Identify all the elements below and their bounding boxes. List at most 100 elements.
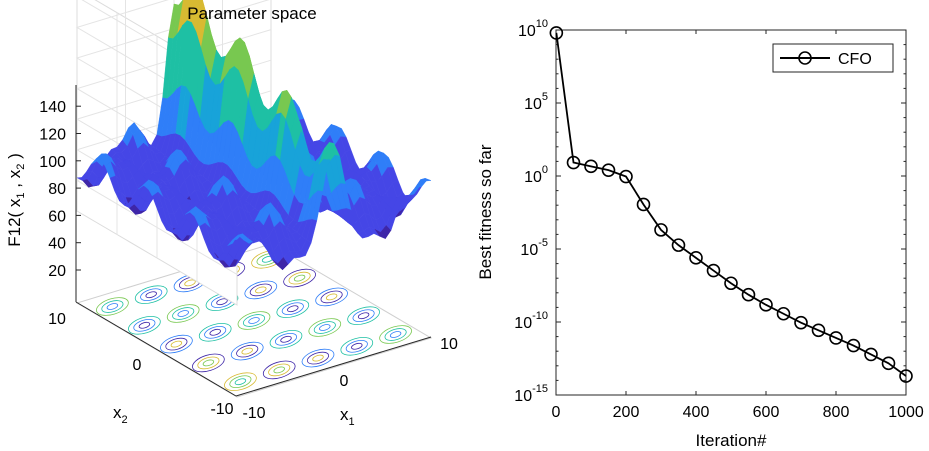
contour-ring <box>145 291 157 299</box>
contour-ring <box>352 309 375 323</box>
y-tick-label: 10-15 <box>514 383 548 405</box>
contour-ring <box>357 312 370 320</box>
contour-ring <box>133 318 156 332</box>
contour-ring <box>184 279 196 287</box>
y-axis-label: Best fitness so far <box>476 144 495 279</box>
contour-ring <box>276 299 310 318</box>
x1-tick-label: 10 <box>440 336 458 353</box>
contour-ring <box>273 366 285 374</box>
contour-ring <box>248 317 260 324</box>
x2-axis-line <box>75 301 237 397</box>
contour-ring <box>172 307 195 320</box>
contour-ring <box>287 305 299 313</box>
x1-tick-label: 0 <box>340 373 349 390</box>
contour-ring <box>134 285 168 304</box>
data-point <box>706 263 721 278</box>
contour-ring <box>224 372 257 391</box>
contour-ring <box>293 274 306 282</box>
data-point <box>794 315 808 330</box>
surface-facet <box>182 0 191 26</box>
contour-ring <box>237 311 271 330</box>
z-axis-label: F12( x1 , x2 ) <box>5 153 27 247</box>
x2-axis-label: x2 <box>113 403 128 426</box>
z-axis-label-sub-1: 1 <box>15 192 27 198</box>
z-axis-label-part-a: F12( x <box>5 198 24 247</box>
z-tick-label: 20 <box>48 263 66 280</box>
surface-plot: 20 40 60 80 100 120 140 -10 0 10 -10 0 10 Parameter … <box>5 0 458 428</box>
contour-ring <box>280 335 292 343</box>
contour-ring <box>308 318 342 337</box>
data-point <box>654 223 668 237</box>
contour-ring <box>160 334 193 354</box>
data-point <box>689 251 703 265</box>
x1-tick-label: -10 <box>242 405 265 422</box>
contour-ring <box>140 288 163 302</box>
contour-ring <box>345 339 368 353</box>
data-point <box>724 276 738 291</box>
contour-ring <box>166 304 200 323</box>
contour-lines <box>75 243 433 398</box>
data-point <box>899 369 913 383</box>
contour-ring <box>320 290 343 304</box>
legend-marker <box>798 51 812 65</box>
contour-ring <box>216 298 228 306</box>
data-point <box>601 163 616 177</box>
contour-ring <box>288 271 311 285</box>
z-axis-label-sub-2: 2 <box>15 164 27 170</box>
x-tick-label: 800 <box>823 404 850 421</box>
data-point <box>584 159 598 174</box>
contour-ring <box>347 306 380 325</box>
y-tick-label: 10-5 <box>520 237 548 259</box>
data-point <box>829 331 843 345</box>
contour-ring <box>283 268 316 288</box>
contour-ring <box>229 375 252 389</box>
surface-facet <box>419 178 432 182</box>
contour-ring <box>351 342 363 350</box>
z-tick-label: 60 <box>48 208 66 225</box>
x-tick-label: 400 <box>683 404 710 421</box>
contour-ring <box>96 297 129 316</box>
data-point <box>759 298 773 312</box>
data-point <box>549 26 564 40</box>
z-tick-label: 80 <box>48 181 66 198</box>
contour-ring <box>236 344 259 358</box>
y-tick-label: 1010 <box>518 18 548 40</box>
contour-ring <box>281 302 304 316</box>
x-tick-label: 600 <box>753 404 780 421</box>
x1-axis-label: x1 <box>340 405 355 428</box>
contour-ring <box>165 337 188 351</box>
contour-ring <box>177 310 189 317</box>
data-point <box>619 169 633 184</box>
contour-ring <box>269 330 303 349</box>
x-tick-label: 0 <box>552 404 561 421</box>
surface-mesh <box>76 0 432 271</box>
legend-box <box>772 43 894 73</box>
contour-ring <box>202 359 215 367</box>
surface-title: Parameter space <box>187 4 316 23</box>
contour-ring <box>128 316 161 335</box>
data-point <box>741 287 756 302</box>
y-tick-label: 100 <box>524 164 548 186</box>
contour-ring <box>242 314 266 327</box>
data-point <box>671 238 686 252</box>
contour-ring <box>198 323 232 342</box>
plot-box <box>555 29 907 396</box>
x2-tick-label: 0 <box>133 357 142 374</box>
axes-3d: 20 40 60 80 100 120 140 -10 0 10 -10 0 10 <box>39 85 458 422</box>
x-tick-label: 1000 <box>888 404 924 421</box>
series-cfo <box>549 26 913 383</box>
contour-ring <box>192 353 225 373</box>
y-tick-label: 10-10 <box>514 310 548 332</box>
data-point <box>846 338 861 353</box>
x2-tick-label: 10 <box>48 311 66 328</box>
contour-ring <box>313 321 336 334</box>
legend-label: CFO <box>838 51 872 68</box>
data-point <box>811 323 826 338</box>
contour-ring <box>274 332 298 346</box>
contour-ring <box>234 378 247 386</box>
z-tick-label: 100 <box>39 154 66 171</box>
y-tick-label: 105 <box>524 91 548 113</box>
contour-ring <box>204 325 227 339</box>
contour-ring <box>138 321 151 329</box>
